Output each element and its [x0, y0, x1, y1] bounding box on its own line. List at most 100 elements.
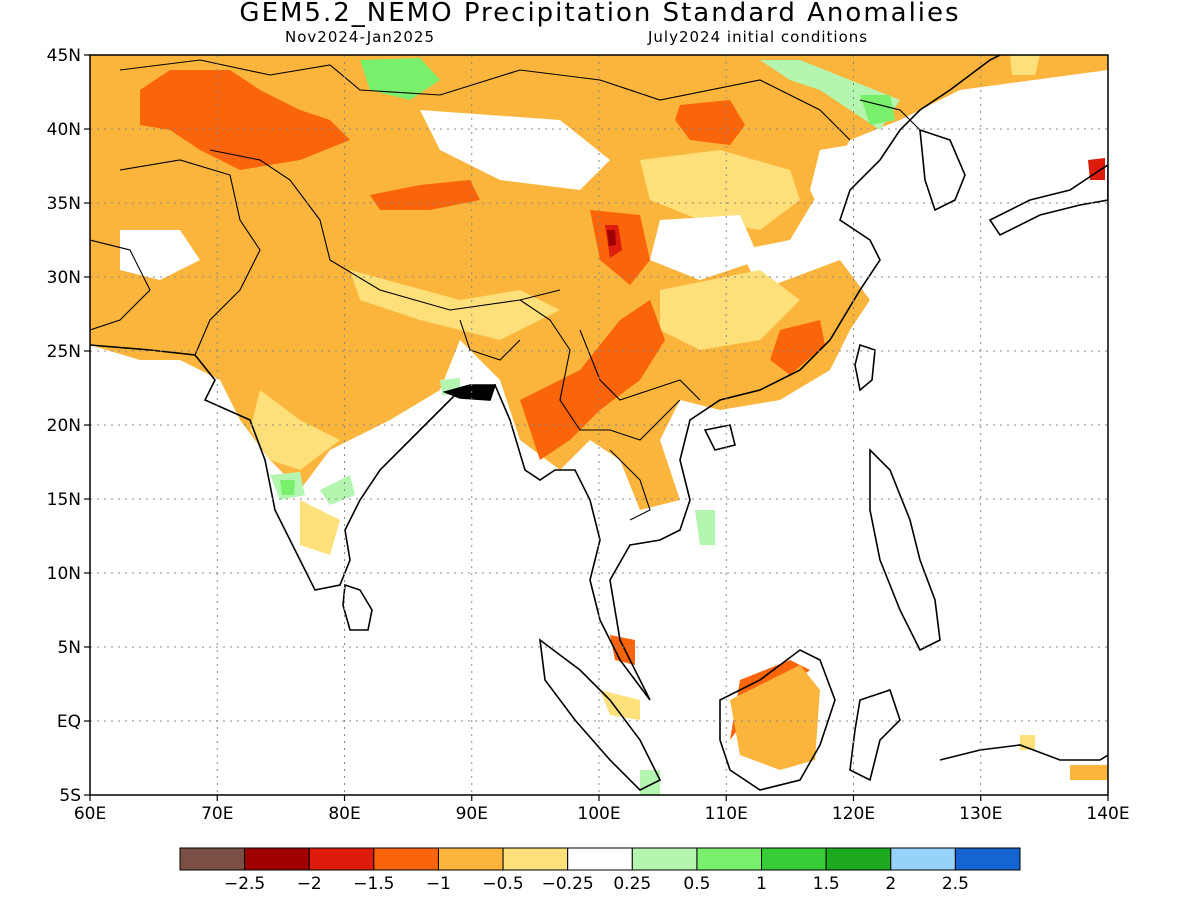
anomaly-region	[640, 770, 660, 795]
border-line	[609, 449, 651, 521]
legend-label: −2.5	[224, 874, 265, 894]
x-tick-label: 120E	[832, 804, 875, 824]
legend-swatch	[373, 847, 439, 871]
y-tick-label: 25N	[47, 342, 81, 362]
x-tick-label: 80E	[328, 804, 360, 824]
anomaly-region	[660, 270, 800, 350]
anomaly-region	[675, 100, 745, 145]
border-line	[579, 329, 701, 401]
x-tick-label: 70E	[201, 804, 233, 824]
anomaly-region	[120, 230, 200, 280]
legend-swatch	[567, 847, 633, 871]
y-tick-label: 20N	[47, 416, 81, 436]
x-tick-label: 90E	[456, 804, 488, 824]
anomaly-region	[607, 230, 616, 246]
legend-swatch	[437, 847, 504, 871]
anomaly-region	[250, 390, 340, 470]
legend-label: 2.5	[942, 874, 969, 894]
border-line	[459, 319, 521, 361]
x-tick-label: 60E	[74, 804, 106, 824]
legend-label: 1	[756, 874, 767, 894]
coastline-timor-papua	[939, 744, 1108, 761]
legend-label: 0.5	[683, 874, 710, 894]
coastline-philippines	[869, 448, 941, 652]
anomaly-region	[420, 110, 610, 190]
legend-swatch	[696, 847, 763, 871]
x-tick-label: 100E	[577, 804, 620, 824]
anomaly-region	[300, 500, 340, 555]
anomaly-region	[520, 300, 665, 460]
coastline-borneo	[719, 649, 836, 791]
legend-swatch	[308, 847, 375, 871]
y-tick-label: 45N	[47, 46, 81, 66]
coastline-korea	[919, 128, 966, 212]
y-tick-label: 5S	[59, 786, 81, 806]
anomaly-region	[320, 475, 355, 505]
legend-label: 2	[885, 874, 896, 894]
coastline-sri-lanka	[342, 583, 373, 631]
border-line	[90, 239, 151, 331]
legend-label: −1.5	[353, 874, 394, 894]
border-line	[519, 299, 681, 441]
y-tick-label: EQ	[57, 712, 81, 732]
anomaly-region	[600, 690, 640, 720]
anomaly-region	[695, 510, 715, 545]
anomaly-region	[770, 320, 825, 375]
legend-label: −1	[426, 874, 451, 894]
x-tick-label: 130E	[959, 804, 1002, 824]
legend-swatch	[761, 847, 827, 871]
initial-conditions: July2024 initial conditions	[648, 28, 869, 46]
graticule	[90, 55, 1108, 795]
anomaly-region	[370, 180, 480, 210]
anomaly-region	[760, 60, 900, 130]
anomaly-region	[730, 665, 820, 770]
x-tick-label: 140E	[1086, 804, 1129, 824]
anomaly-region	[650, 215, 760, 280]
coastline-taiwan	[854, 343, 876, 392]
anomaly-region	[610, 635, 635, 665]
anomaly-region	[1010, 55, 1040, 75]
legend-swatch	[502, 847, 569, 871]
legend-swatch	[244, 847, 310, 871]
y-tick-label: 10N	[47, 564, 81, 584]
forecast-period: Nov2024-Jan2025	[285, 28, 435, 46]
legend-swatch	[890, 847, 956, 871]
anomaly-region	[140, 70, 350, 170]
color-legend: −2.5 −2 −1.5 −1 −0.5 −0.25 0.25 0.5 1 1.5 2 2.5	[179, 847, 1021, 894]
coastlines	[90, 55, 1108, 791]
anomaly-region	[350, 270, 560, 340]
map-title: GEM5.2_NEMO Precipitation Standard Anoma…	[239, 0, 961, 28]
legend-label: −0.25	[542, 874, 594, 894]
y-tick-label: 40N	[47, 120, 81, 140]
y-tick-label: 15N	[47, 490, 81, 510]
legend-label: −2	[297, 874, 322, 894]
coastline-sumatra	[538, 638, 662, 791]
legend-swatch	[179, 847, 246, 871]
legend-label: 1.5	[813, 874, 840, 894]
anomaly-region	[1070, 765, 1108, 780]
y-tick-label: 30N	[47, 268, 81, 288]
legend-label: −0.5	[482, 874, 523, 894]
map-axes: 60E 70E 80E 90E 100E 110E 120E 130E 140E 5S EQ 5N 10…	[47, 46, 1130, 824]
anomaly-region	[360, 58, 440, 100]
border-line	[209, 149, 561, 311]
y-tick-label: 5N	[57, 638, 81, 658]
x-tick-label: 110E	[705, 804, 748, 824]
legend-swatch	[954, 847, 1021, 871]
coastline-hainan	[703, 424, 736, 451]
anomaly-region	[280, 480, 295, 495]
anomaly-shading	[90, 55, 1108, 795]
country-borders	[90, 59, 921, 521]
legend-swatch	[631, 847, 698, 871]
y-tick-label: 35N	[47, 194, 81, 214]
legend-label: 0.25	[613, 874, 651, 894]
coastline-japan	[988, 164, 1108, 237]
anomaly-region	[810, 140, 900, 240]
coastline-sulawesi	[849, 688, 901, 782]
coastline-bay-of-bengal-delta	[442, 384, 497, 401]
legend-swatch	[825, 847, 892, 871]
border-line	[859, 99, 921, 131]
border-line	[119, 59, 851, 141]
coastline-south-asia	[90, 55, 1001, 701]
